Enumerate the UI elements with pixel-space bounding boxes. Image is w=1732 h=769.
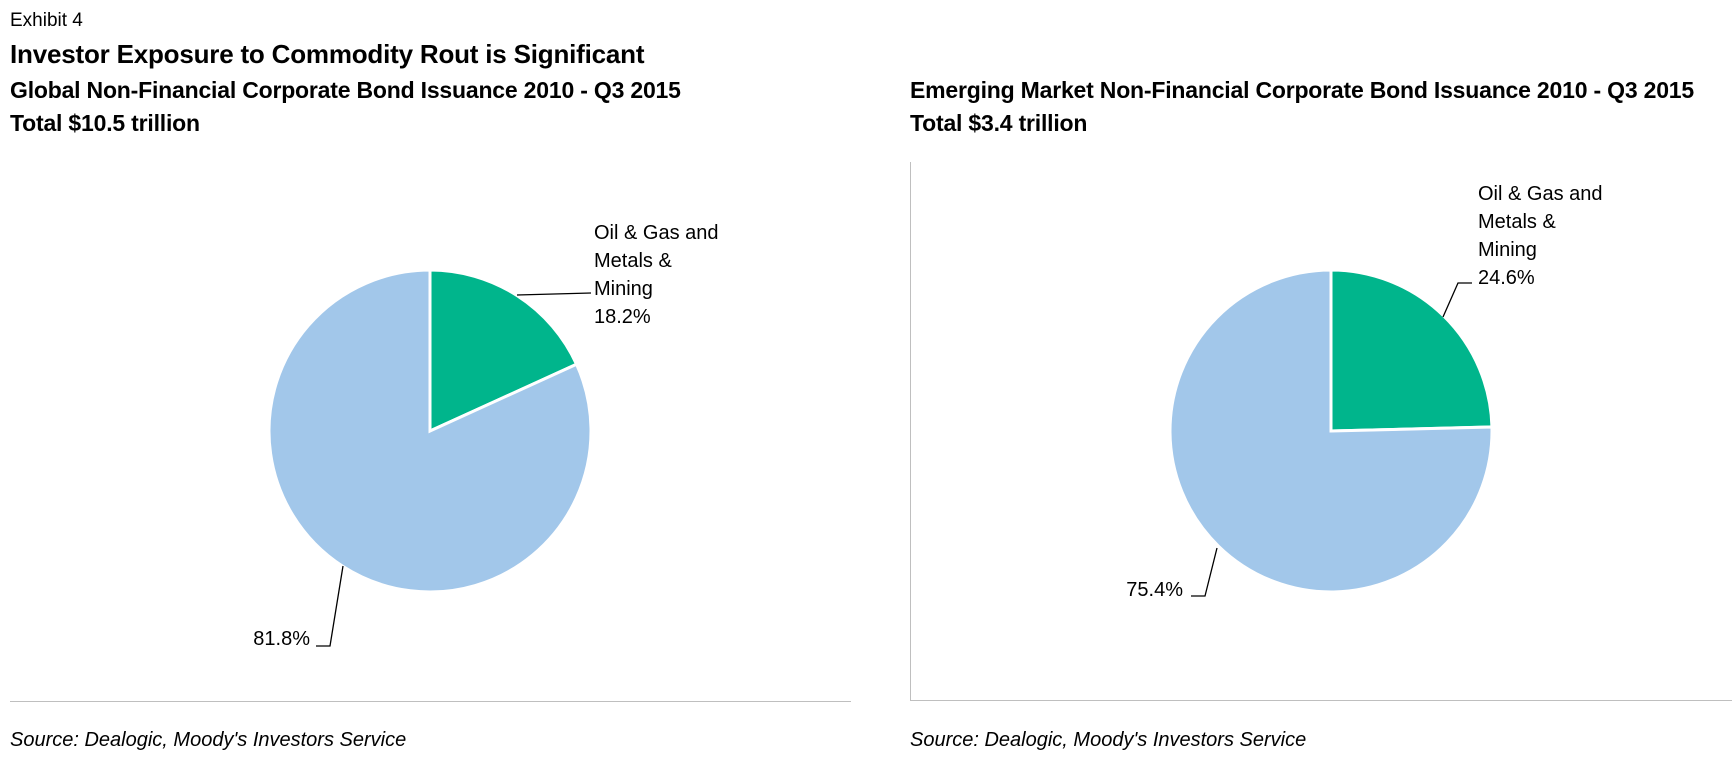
- left-pie: Oil & Gas and Metals & Mining 18.2% 81.8%: [253, 222, 718, 650]
- right-chart-subtitle: Total $3.4 trillion: [910, 110, 1088, 136]
- right-pie-slice-other: [1168, 268, 1494, 594]
- right-leader-line-other: [1191, 547, 1218, 597]
- left-chart-title-block: Global Non-Financial Corporate Bond Issu…: [10, 74, 681, 140]
- right-slice-label-commodity: Oil & Gas and Metals & Mining 24.6%: [1478, 183, 1603, 289]
- right-chart-title-block: Emerging Market Non-Financial Corporate …: [910, 74, 1694, 140]
- left-chart-title: Global Non-Financial Corporate Bond Issu…: [10, 77, 681, 103]
- left-chart-subtitle: Total $10.5 trillion: [10, 110, 200, 136]
- right-pie-slice-commodity: [1329, 268, 1494, 433]
- right-pie: Oil & Gas and Metals & Mining 24.6% 75.4%: [1126, 183, 1602, 601]
- left-chart-source: Source: Dealogic, Moody's Investors Serv…: [10, 729, 407, 751]
- right-slice-label-line: Oil & Gas and: [1478, 183, 1603, 205]
- right-chart-source: Source: Dealogic, Moody's Investors Serv…: [910, 729, 1307, 751]
- left-slice-label-line: 81.8%: [253, 628, 310, 650]
- right-panel-divider: [910, 162, 911, 701]
- left-leader-line-commodity: [516, 292, 592, 296]
- right-slice-label-line: 24.6%: [1478, 267, 1535, 289]
- exhibit-label: Exhibit 4: [10, 10, 83, 31]
- left-slice-label-commodity: Oil & Gas and Metals & Mining 18.2%: [594, 222, 719, 328]
- left-slice-label-line: Metals &: [594, 250, 672, 272]
- left-slice-label-line: Mining: [594, 278, 653, 300]
- left-leader-line-other: [316, 565, 344, 647]
- right-slice-label-line: Mining: [1478, 239, 1537, 261]
- right-chart-title: Emerging Market Non-Financial Corporate …: [910, 77, 1694, 103]
- exhibit-title: Investor Exposure to Commodity Rout is S…: [10, 39, 645, 69]
- right-panel-bottom-rule: [910, 700, 1732, 701]
- right-slice-label-other: 75.4%: [1126, 579, 1183, 601]
- right-slice-label-line: Metals &: [1478, 211, 1556, 233]
- left-slice-label-other: 81.8%: [253, 628, 310, 650]
- left-panel-bottom-rule: [10, 701, 851, 702]
- right-leader-line-commodity: [1442, 282, 1472, 318]
- left-slice-label-line: 18.2%: [594, 306, 651, 328]
- right-slice-label-line: 75.4%: [1126, 579, 1183, 601]
- left-slice-label-line: Oil & Gas and: [594, 222, 719, 244]
